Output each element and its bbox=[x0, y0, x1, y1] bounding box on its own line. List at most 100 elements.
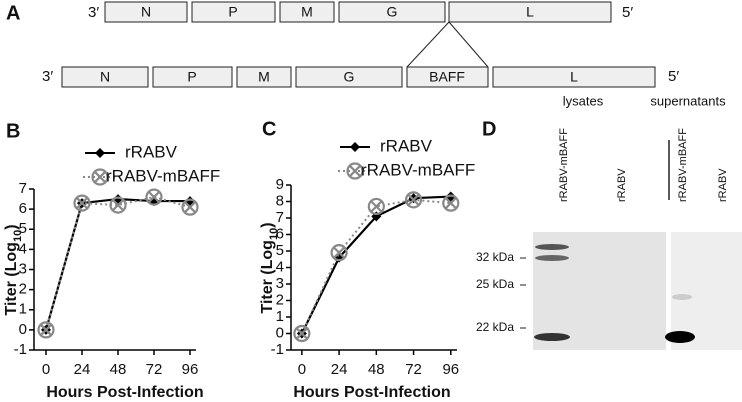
y-tick-label: 9 bbox=[276, 176, 284, 193]
band bbox=[534, 333, 570, 341]
y-tick-label: -1 bbox=[14, 341, 27, 358]
marker-shape bbox=[333, 246, 346, 259]
point bbox=[408, 193, 419, 204]
y-axis-title-part: ) bbox=[259, 222, 276, 227]
y-tick-label: 1 bbox=[19, 301, 27, 318]
gene-label: N bbox=[100, 69, 110, 85]
marker-shape bbox=[145, 188, 163, 206]
gene-label: G bbox=[344, 69, 355, 85]
marker-shape bbox=[346, 162, 364, 180]
blot bbox=[671, 232, 742, 350]
end-label: 5′ bbox=[668, 68, 679, 85]
lane-label: rRABV-mBAFF bbox=[558, 128, 570, 202]
marker-shape bbox=[95, 148, 105, 158]
group-label: lysates bbox=[563, 93, 604, 108]
x-tick-label: 48 bbox=[110, 361, 127, 378]
marker-label: 22 kDa bbox=[476, 320, 514, 334]
marker-shape bbox=[39, 323, 53, 336]
y-axis-title-part: ) bbox=[3, 224, 20, 229]
y-axis-title-part: Titer (Log bbox=[259, 240, 276, 313]
band bbox=[665, 331, 695, 343]
x-tick-label: 96 bbox=[182, 361, 199, 378]
gene-label: M bbox=[258, 69, 270, 85]
y-tick-label: 7 bbox=[19, 180, 27, 197]
marker-shape bbox=[350, 142, 360, 152]
point bbox=[346, 162, 364, 180]
y-tick-label: 7 bbox=[276, 209, 284, 226]
y-axis-title-part: 10 bbox=[268, 228, 280, 240]
point bbox=[404, 191, 423, 209]
gene-label: L bbox=[570, 69, 578, 85]
y-tick-label: -1 bbox=[271, 341, 284, 358]
insert-line bbox=[448, 21, 489, 68]
series-line bbox=[44, 197, 190, 331]
y-tick-label: 3 bbox=[19, 260, 27, 277]
y-tick-label: 6 bbox=[19, 200, 27, 217]
y-tick-label: 4 bbox=[19, 240, 27, 257]
y-axis-title: Titer (Log10) bbox=[259, 222, 280, 313]
marker-shape bbox=[111, 199, 125, 212]
band bbox=[672, 294, 692, 300]
insert-line bbox=[406, 21, 450, 68]
gene-label: P bbox=[187, 69, 196, 85]
point bbox=[442, 194, 460, 212]
marker-shape bbox=[348, 164, 362, 178]
band bbox=[535, 244, 569, 250]
gene-box bbox=[279, 1, 335, 23]
marker-shape bbox=[408, 193, 419, 204]
end-label: 5′ bbox=[622, 4, 633, 21]
y-tick-label: 3 bbox=[276, 275, 284, 292]
marker-shape bbox=[444, 197, 457, 210]
marker-shape bbox=[370, 200, 383, 213]
group-label: supernatants bbox=[650, 93, 726, 108]
x-tick-label: 48 bbox=[368, 361, 385, 378]
x-tick-label: 0 bbox=[298, 361, 306, 378]
point bbox=[350, 142, 360, 152]
marker-shape bbox=[367, 197, 385, 216]
x-tick-label: 0 bbox=[42, 361, 50, 378]
x-tick-label: 24 bbox=[74, 361, 91, 378]
marker-shape bbox=[404, 191, 423, 209]
x-tick-label: 72 bbox=[405, 361, 422, 378]
marker-shape bbox=[75, 197, 89, 210]
marker-shape bbox=[293, 324, 311, 343]
band bbox=[535, 255, 569, 261]
point bbox=[109, 196, 127, 214]
x-tick-label: 96 bbox=[442, 361, 459, 378]
point bbox=[293, 324, 311, 343]
legend-label: rRABV-mBAFF bbox=[106, 166, 220, 185]
gene-box bbox=[61, 66, 149, 88]
lane-label: rRABV bbox=[717, 168, 729, 202]
y-tick-label: 5 bbox=[276, 242, 284, 259]
point bbox=[73, 194, 91, 212]
marker-shape bbox=[91, 168, 109, 186]
y-axis-title-part: Titer (Log bbox=[3, 242, 20, 315]
lane-label: rRABV bbox=[616, 168, 628, 202]
marker-shape bbox=[181, 198, 199, 216]
point bbox=[95, 148, 105, 158]
blot bbox=[533, 232, 666, 350]
y-axis-title-part: 10 bbox=[12, 230, 24, 242]
point bbox=[91, 168, 109, 186]
y-tick-label: 1 bbox=[276, 308, 284, 325]
gene-box bbox=[104, 1, 188, 23]
gene-label: G bbox=[387, 4, 398, 20]
marker-shape bbox=[183, 201, 197, 214]
end-label: 3′ bbox=[42, 68, 53, 85]
y-tick-label: 2 bbox=[276, 291, 284, 308]
gene-label: L bbox=[526, 4, 534, 20]
point bbox=[37, 321, 55, 339]
x-axis-title: Hours Post-Infection bbox=[46, 384, 203, 401]
y-tick-label: 2 bbox=[19, 281, 27, 298]
marker-shape bbox=[109, 196, 127, 214]
gene-box bbox=[406, 66, 489, 88]
gene-label: N bbox=[141, 4, 151, 20]
point bbox=[367, 197, 385, 216]
panel-letter: B bbox=[6, 120, 20, 142]
y-axis-title: Titer (Log10) bbox=[3, 224, 24, 315]
lane-label: rRABV-mBAFF bbox=[677, 128, 689, 202]
end-label: 3′ bbox=[88, 4, 99, 21]
gene-box bbox=[236, 66, 292, 88]
x-tick-label: 72 bbox=[146, 361, 163, 378]
